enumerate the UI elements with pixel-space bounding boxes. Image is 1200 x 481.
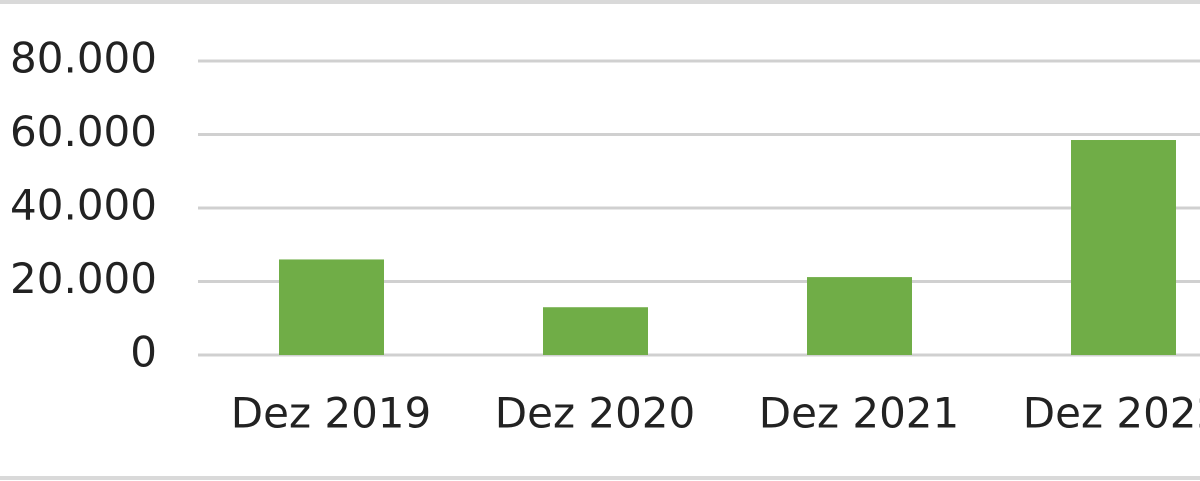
y-tick-label: 20.000 xyxy=(10,254,157,303)
bar xyxy=(279,259,384,355)
bar xyxy=(807,277,912,355)
bar xyxy=(543,307,648,355)
x-tick-label: Dez 2020 xyxy=(495,389,695,438)
bar xyxy=(1071,140,1176,355)
y-tick-label: 0 xyxy=(130,328,157,377)
x-tick-label: Dez 2019 xyxy=(231,389,431,438)
y-tick-label: 40.000 xyxy=(10,181,157,230)
x-tick-label: Dez 2022 xyxy=(1023,389,1200,438)
x-tick-label: Dez 2021 xyxy=(759,389,959,438)
y-tick-label: 80.000 xyxy=(10,34,157,83)
y-tick-label: 60.000 xyxy=(10,107,157,156)
